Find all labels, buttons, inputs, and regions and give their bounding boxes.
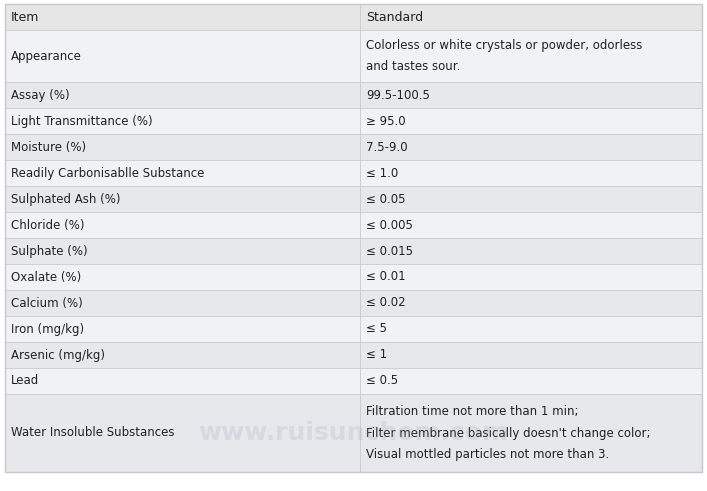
Text: Sulphate (%): Sulphate (%)	[11, 245, 88, 257]
Bar	[5, 290, 360, 316]
Bar	[360, 30, 702, 82]
Text: Readily Carbonisablle Substance: Readily Carbonisablle Substance	[11, 166, 204, 180]
Bar	[5, 82, 360, 108]
Text: ≤ 1.0: ≤ 1.0	[366, 166, 398, 180]
Bar	[360, 290, 702, 316]
Bar	[5, 108, 360, 134]
Text: ≤ 0.02: ≤ 0.02	[366, 297, 406, 309]
Text: ≤ 1: ≤ 1	[366, 349, 387, 361]
Text: 7.5-9.0: 7.5-9.0	[366, 140, 408, 154]
Bar	[5, 394, 360, 472]
Bar	[5, 4, 360, 30]
Text: ≤ 0.05: ≤ 0.05	[366, 192, 406, 206]
Bar	[360, 4, 702, 30]
Text: Standard: Standard	[366, 10, 423, 24]
Text: Arsenic (mg/kg): Arsenic (mg/kg)	[11, 349, 105, 361]
Text: and tastes sour.: and tastes sour.	[366, 60, 460, 74]
Bar	[5, 212, 360, 238]
Bar	[5, 238, 360, 264]
Text: www.ruisunchem.com: www.ruisunchem.com	[199, 421, 508, 445]
Text: Chloride (%): Chloride (%)	[11, 218, 85, 231]
Text: 99.5-100.5: 99.5-100.5	[366, 88, 430, 102]
Bar	[5, 160, 360, 186]
Bar	[360, 134, 702, 160]
Text: Oxalate (%): Oxalate (%)	[11, 271, 81, 283]
Text: ≤ 0.01: ≤ 0.01	[366, 271, 406, 283]
Text: ≤ 5: ≤ 5	[366, 323, 387, 335]
Bar	[360, 342, 702, 368]
Bar	[360, 186, 702, 212]
Text: Item: Item	[11, 10, 40, 24]
Bar	[360, 108, 702, 134]
Bar	[5, 342, 360, 368]
Text: Filter membrane basically doesn't change color;: Filter membrane basically doesn't change…	[366, 427, 650, 439]
Bar	[5, 264, 360, 290]
Text: ≤ 0.5: ≤ 0.5	[366, 375, 398, 387]
Bar	[5, 186, 360, 212]
Text: Assay (%): Assay (%)	[11, 88, 69, 102]
Bar	[360, 160, 702, 186]
Text: Light Transmittance (%): Light Transmittance (%)	[11, 114, 153, 128]
Text: ≥ 95.0: ≥ 95.0	[366, 114, 406, 128]
Text: Colorless or white crystals or powder, odorless: Colorless or white crystals or powder, o…	[366, 39, 643, 52]
Text: Appearance: Appearance	[11, 50, 82, 62]
Text: Visual mottled particles not more than 3.: Visual mottled particles not more than 3…	[366, 448, 609, 462]
Bar	[5, 134, 360, 160]
Text: Moisture (%): Moisture (%)	[11, 140, 86, 154]
Text: Sulphated Ash (%): Sulphated Ash (%)	[11, 192, 120, 206]
Bar	[360, 82, 702, 108]
Text: Lead: Lead	[11, 375, 40, 387]
Bar	[5, 368, 360, 394]
Bar	[360, 212, 702, 238]
Text: Filtration time not more than 1 min;: Filtration time not more than 1 min;	[366, 405, 578, 418]
Bar	[360, 394, 702, 472]
Text: Calcium (%): Calcium (%)	[11, 297, 83, 309]
Text: Water Insoluble Substances: Water Insoluble Substances	[11, 427, 175, 439]
Bar	[360, 316, 702, 342]
Bar	[360, 264, 702, 290]
Text: Iron (mg/kg): Iron (mg/kg)	[11, 323, 84, 335]
Bar	[360, 368, 702, 394]
Text: ≤ 0.015: ≤ 0.015	[366, 245, 413, 257]
Bar	[5, 316, 360, 342]
Text: ≤ 0.005: ≤ 0.005	[366, 218, 413, 231]
Bar	[5, 30, 360, 82]
Bar	[360, 238, 702, 264]
